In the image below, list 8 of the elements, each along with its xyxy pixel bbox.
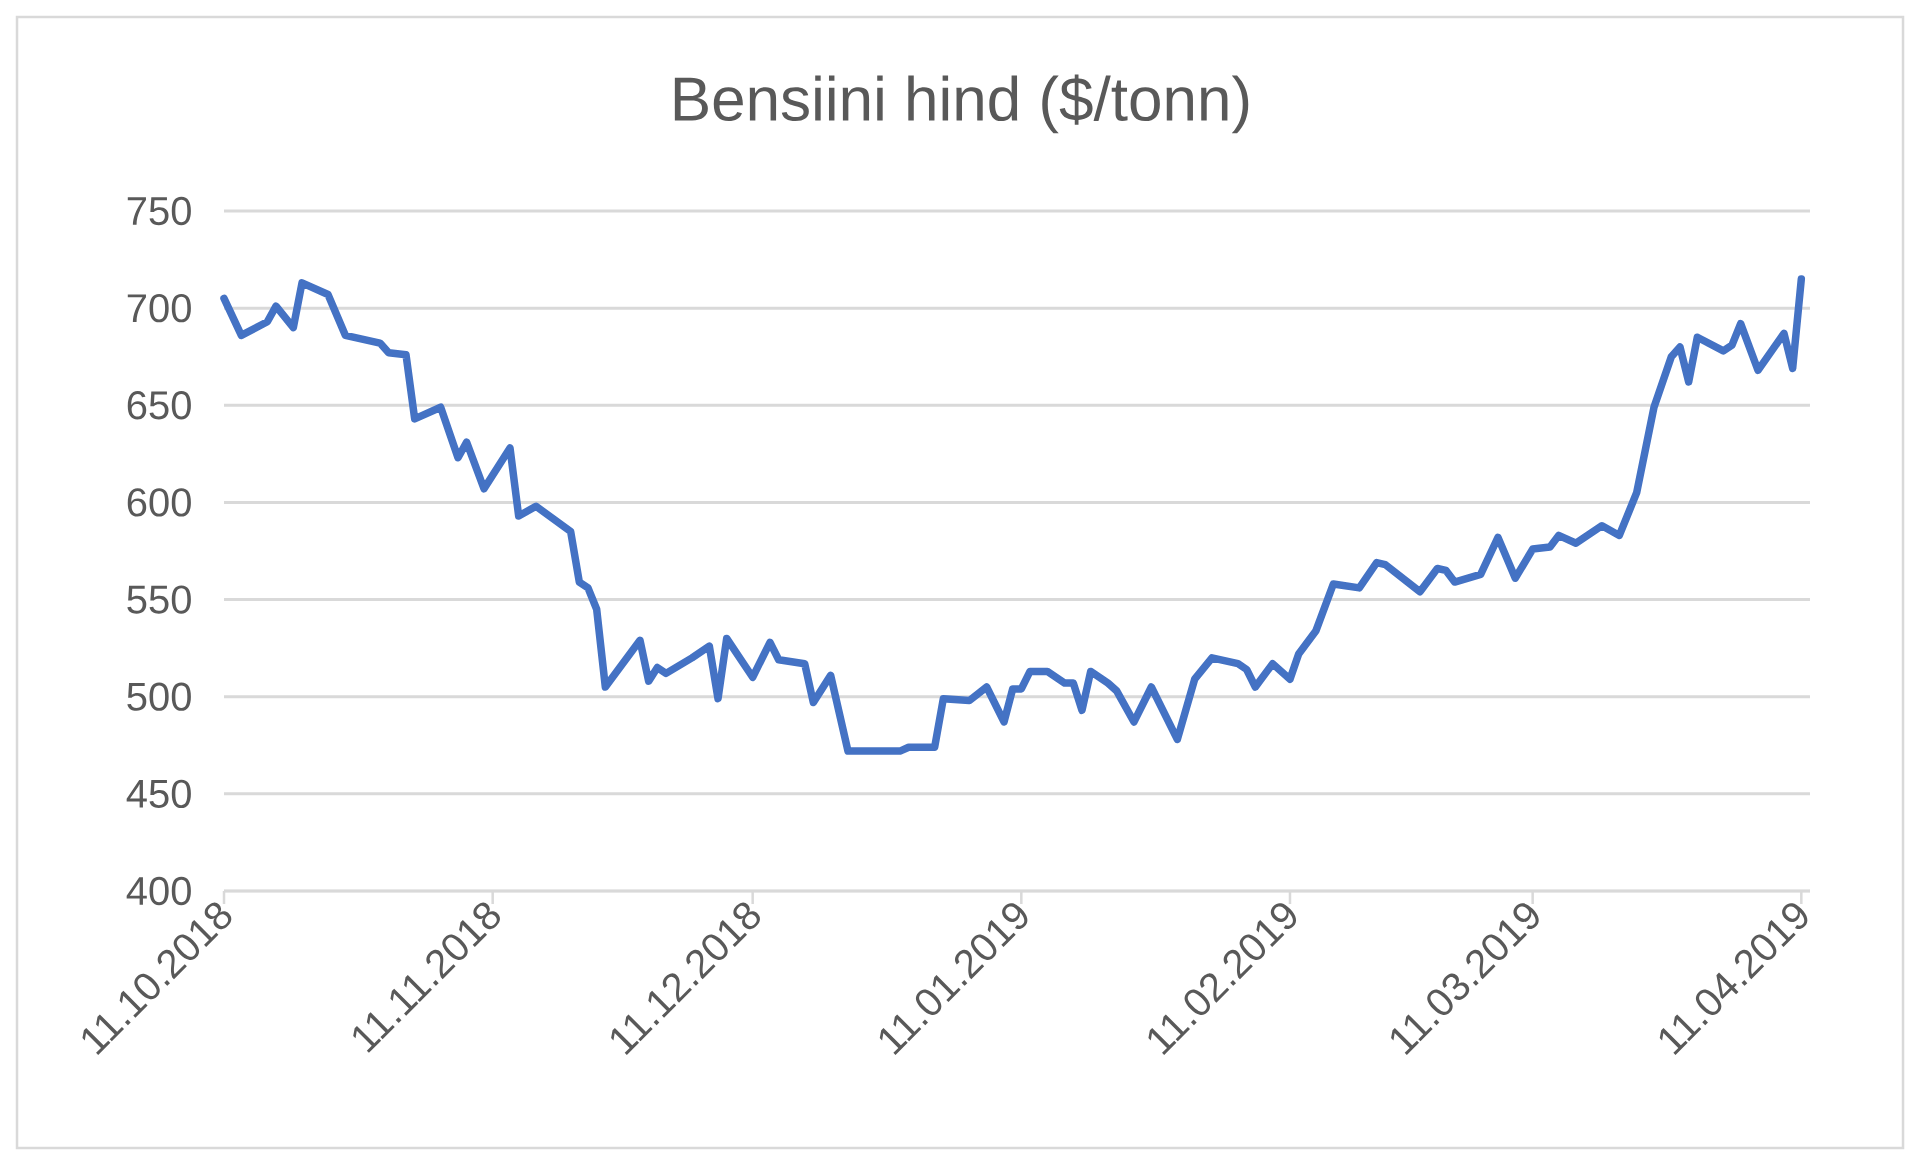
y-tick-label: 550 [127, 585, 191, 614]
y-tick-label: 450 [126, 779, 191, 809]
y-tick-label: 500 [127, 682, 191, 711]
y-tick-label: 650 [127, 391, 191, 420]
y-tick-label: 750 [127, 196, 191, 226]
y-tick-label: 700 [127, 293, 191, 323]
y-tick-label: 600 [127, 488, 191, 517]
chart-title: Bensiini hind ($/tonn) [674, 74, 1249, 134]
